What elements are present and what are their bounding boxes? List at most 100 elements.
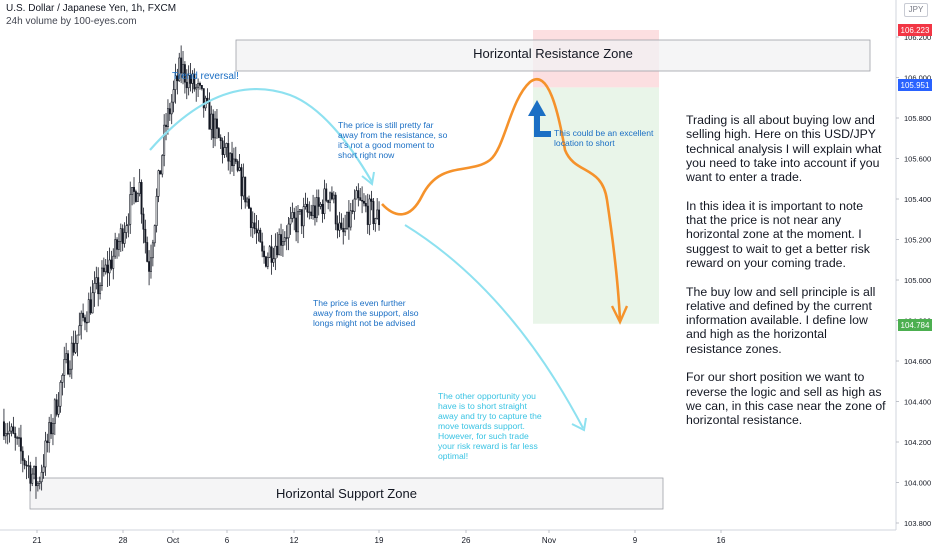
candle-body: [6, 433, 9, 435]
candle-body: [349, 210, 352, 228]
candle-body: [101, 267, 103, 287]
candle-body: [8, 430, 11, 434]
candle-body: [99, 285, 102, 295]
price-tick-label: 104.600: [904, 357, 931, 366]
candle-body: [23, 460, 26, 466]
candle-body: [197, 82, 200, 88]
idea-description: Trading is all about buying low and sell…: [686, 113, 886, 442]
candle-body: [36, 483, 39, 487]
chart-subtitle: 24h volume by 100-eyes.com: [6, 16, 137, 27]
far-from-support-note: The price is even further away from the …: [313, 298, 419, 328]
candle-body: [35, 465, 37, 487]
candle-body: [4, 433, 7, 437]
candle-body: [142, 213, 145, 230]
candle-body: [53, 399, 56, 424]
candle-body: [255, 228, 258, 234]
currency-button[interactable]: JPY: [904, 3, 928, 17]
candle-body: [102, 267, 105, 273]
candle-body: [151, 242, 154, 259]
projected-path-arrow-head: [610, 305, 629, 325]
candle-body: [114, 239, 117, 257]
short-path-arrow-head: [571, 417, 587, 432]
candle-body: [372, 201, 375, 225]
candle-body: [180, 57, 183, 74]
time-tick-label: Nov: [542, 536, 556, 545]
candle-body: [42, 466, 45, 473]
candle-body: [93, 283, 96, 294]
candle-body: [263, 250, 266, 258]
candle-body: [240, 167, 243, 197]
candle-body: [27, 465, 30, 467]
candle-body: [55, 399, 58, 415]
candle-body: [219, 137, 222, 142]
candle-body: [119, 228, 122, 242]
candle-body: [259, 229, 262, 243]
time-axis[interactable]: 21 28 Oct 6 12 19 26 Nov 9 16: [33, 530, 726, 545]
candle-body: [82, 312, 85, 318]
candle-body: [200, 85, 203, 89]
time-tick-label: Oct: [167, 536, 180, 545]
idea-paragraph-2: In this idea it is important to note tha…: [686, 198, 870, 270]
candle-body: [261, 241, 264, 252]
candle-body: [314, 205, 316, 219]
candle-body: [272, 258, 275, 263]
candle-body: [144, 228, 147, 243]
candle-body: [325, 188, 328, 201]
svg-text:106.223: 106.223: [901, 26, 930, 35]
support-zone-rect[interactable]: [29, 477, 664, 510]
price-tick-label: 105.800: [904, 114, 931, 123]
candle-body: [2, 421, 5, 437]
candle-body: [223, 147, 226, 155]
candle-body: [155, 196, 158, 226]
candle-body: [131, 187, 134, 195]
candle-body: [266, 257, 269, 267]
candle-body: [165, 124, 168, 127]
candle-body: [370, 198, 373, 202]
idea-paragraph-1: Trading is all about buying low and sell…: [686, 113, 882, 185]
resistance-zone-rect[interactable]: [235, 39, 871, 72]
idea-paragraph-3: The buy low and sell principle is all re…: [686, 284, 876, 356]
candle-body: [217, 128, 220, 138]
candle-body: [195, 86, 198, 90]
candle-body: [359, 197, 362, 201]
candle-body: [274, 245, 277, 260]
short-straight-path: [404, 224, 584, 429]
candle-body: [202, 88, 205, 109]
candle-body: [91, 292, 94, 314]
candle-body: [112, 255, 115, 269]
candle-body: [364, 202, 367, 207]
candle-body: [106, 264, 109, 274]
price-tick-label: 105.200: [904, 236, 931, 245]
candle-body: [76, 334, 79, 344]
candle-body: [178, 57, 181, 82]
price-axis[interactable]: 106.200 106.000 105.800 105.600 105.400 105.2…: [896, 33, 931, 528]
time-tick-label: 9: [633, 536, 638, 545]
svg-text:105.951: 105.951: [901, 81, 930, 90]
candle-body: [268, 246, 271, 258]
candle-body: [138, 182, 141, 194]
candle-body: [304, 203, 307, 207]
candle-body: [317, 197, 320, 207]
candle-body: [72, 342, 75, 353]
candle-body: [215, 118, 218, 129]
candle-body: [51, 423, 54, 435]
price-tick-label: 104.400: [904, 398, 931, 407]
candle-body: [110, 259, 113, 269]
svg-text:104.784: 104.784: [901, 321, 930, 330]
candle-body: [85, 321, 88, 324]
candle-body: [293, 212, 296, 219]
candle-body: [123, 232, 126, 244]
chart-title: U.S. Dollar / Japanese Yen, 1h, FXCM: [6, 3, 177, 14]
candle-body: [234, 158, 237, 162]
candle-body: [18, 437, 20, 439]
candle-body: [104, 264, 107, 273]
candle-body: [280, 234, 282, 246]
candle-body: [236, 161, 239, 171]
time-tick-label: 6: [225, 536, 230, 545]
candle-body: [16, 437, 19, 439]
candle-body: [117, 240, 120, 250]
candle-body: [185, 81, 188, 89]
candle-body: [166, 108, 169, 127]
candle-body: [33, 465, 36, 475]
